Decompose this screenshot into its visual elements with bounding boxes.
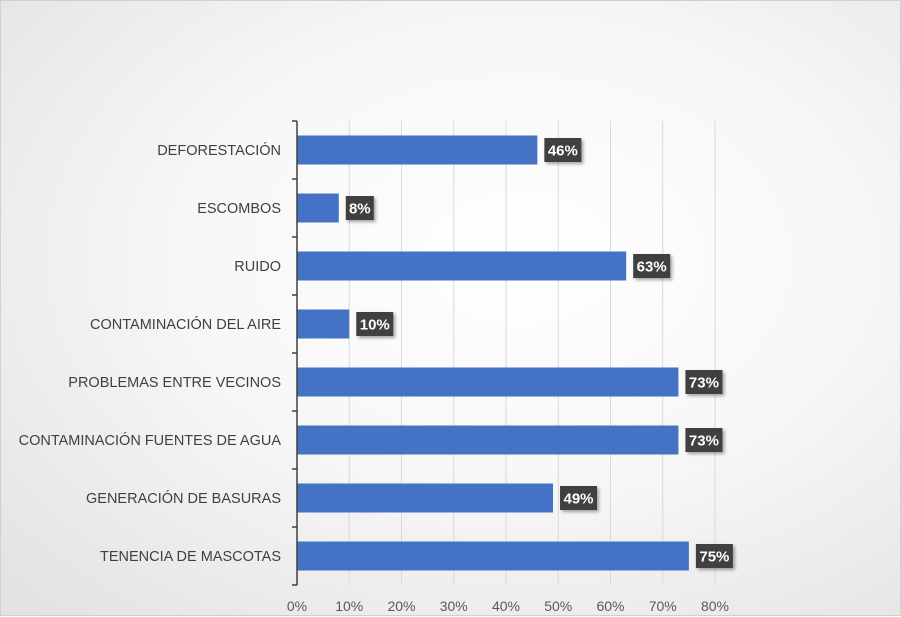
data-label: 63%: [633, 254, 671, 278]
x-tick-label: 70%: [649, 598, 677, 614]
x-tick-label: 80%: [701, 598, 729, 614]
x-tick-label: 30%: [440, 598, 468, 614]
data-labels: 46% 8% 63% 10% 73% 73% 49% 75%: [345, 138, 733, 568]
data-label-text: 49%: [564, 491, 594, 508]
category-label: ESCOMBOS: [197, 201, 281, 217]
data-label-text: 63%: [637, 259, 667, 276]
bar: [297, 135, 538, 165]
category-label: GENERACIÓN DE BASURAS: [86, 490, 281, 507]
data-label-text: 75%: [699, 549, 729, 566]
value-axis-tick-labels: 0% 10% 20% 30% 40% 50% 60% 70% 80%: [287, 598, 729, 614]
data-label: 46%: [544, 138, 582, 162]
bar: [297, 483, 554, 513]
data-label-box: [695, 544, 733, 568]
category-label: CONTAMINACIÓN DEL AIRE: [90, 316, 281, 333]
data-label-text: 73%: [689, 375, 719, 392]
data-label: 8%: [345, 196, 374, 220]
data-label-box: [685, 370, 723, 394]
x-tick-label: 20%: [387, 598, 415, 614]
data-label-box: [685, 428, 723, 452]
bar: [297, 309, 350, 339]
category-label: PROBLEMAS ENTRE VECINOS: [68, 375, 281, 391]
gridlines: [348, 121, 716, 585]
category-label: TENENCIA DE MASCOTAS: [100, 549, 281, 565]
x-tick-label: 50%: [544, 598, 572, 614]
data-label-box: [633, 254, 671, 278]
data-label-box: [345, 196, 374, 220]
category-axis: [292, 120, 298, 586]
data-label-text: 10%: [360, 317, 390, 334]
data-label: 73%: [685, 428, 723, 452]
data-label: 49%: [560, 486, 598, 510]
x-tick-label: 60%: [596, 598, 624, 614]
bar: [297, 251, 627, 281]
data-label-text: 73%: [689, 433, 719, 450]
category-label: CONTAMINACIÓN FUENTES DE AGUA: [19, 432, 282, 449]
bar: [297, 193, 339, 223]
data-label: 10%: [356, 312, 394, 336]
data-label-text: 46%: [548, 143, 578, 160]
data-label-text: 8%: [349, 201, 371, 218]
bar: [297, 367, 679, 397]
category-label: RUIDO: [234, 259, 281, 275]
data-label: 73%: [685, 370, 723, 394]
data-label: 75%: [695, 544, 733, 568]
x-tick-label: 10%: [335, 598, 363, 614]
x-tick-label: 0%: [287, 598, 307, 614]
bar: [297, 425, 679, 455]
x-tick-label: 40%: [492, 598, 520, 614]
data-label-box: [544, 138, 582, 162]
bars: [297, 135, 689, 571]
bar: [297, 541, 689, 571]
data-label-box: [560, 486, 598, 510]
category-label: DEFORESTACIÓN: [157, 142, 281, 159]
category-labels: DEFORESTACIÓN ESCOMBOS RUIDO CONTAMINACIÓN …: [19, 142, 282, 565]
data-label-box: [356, 312, 394, 336]
